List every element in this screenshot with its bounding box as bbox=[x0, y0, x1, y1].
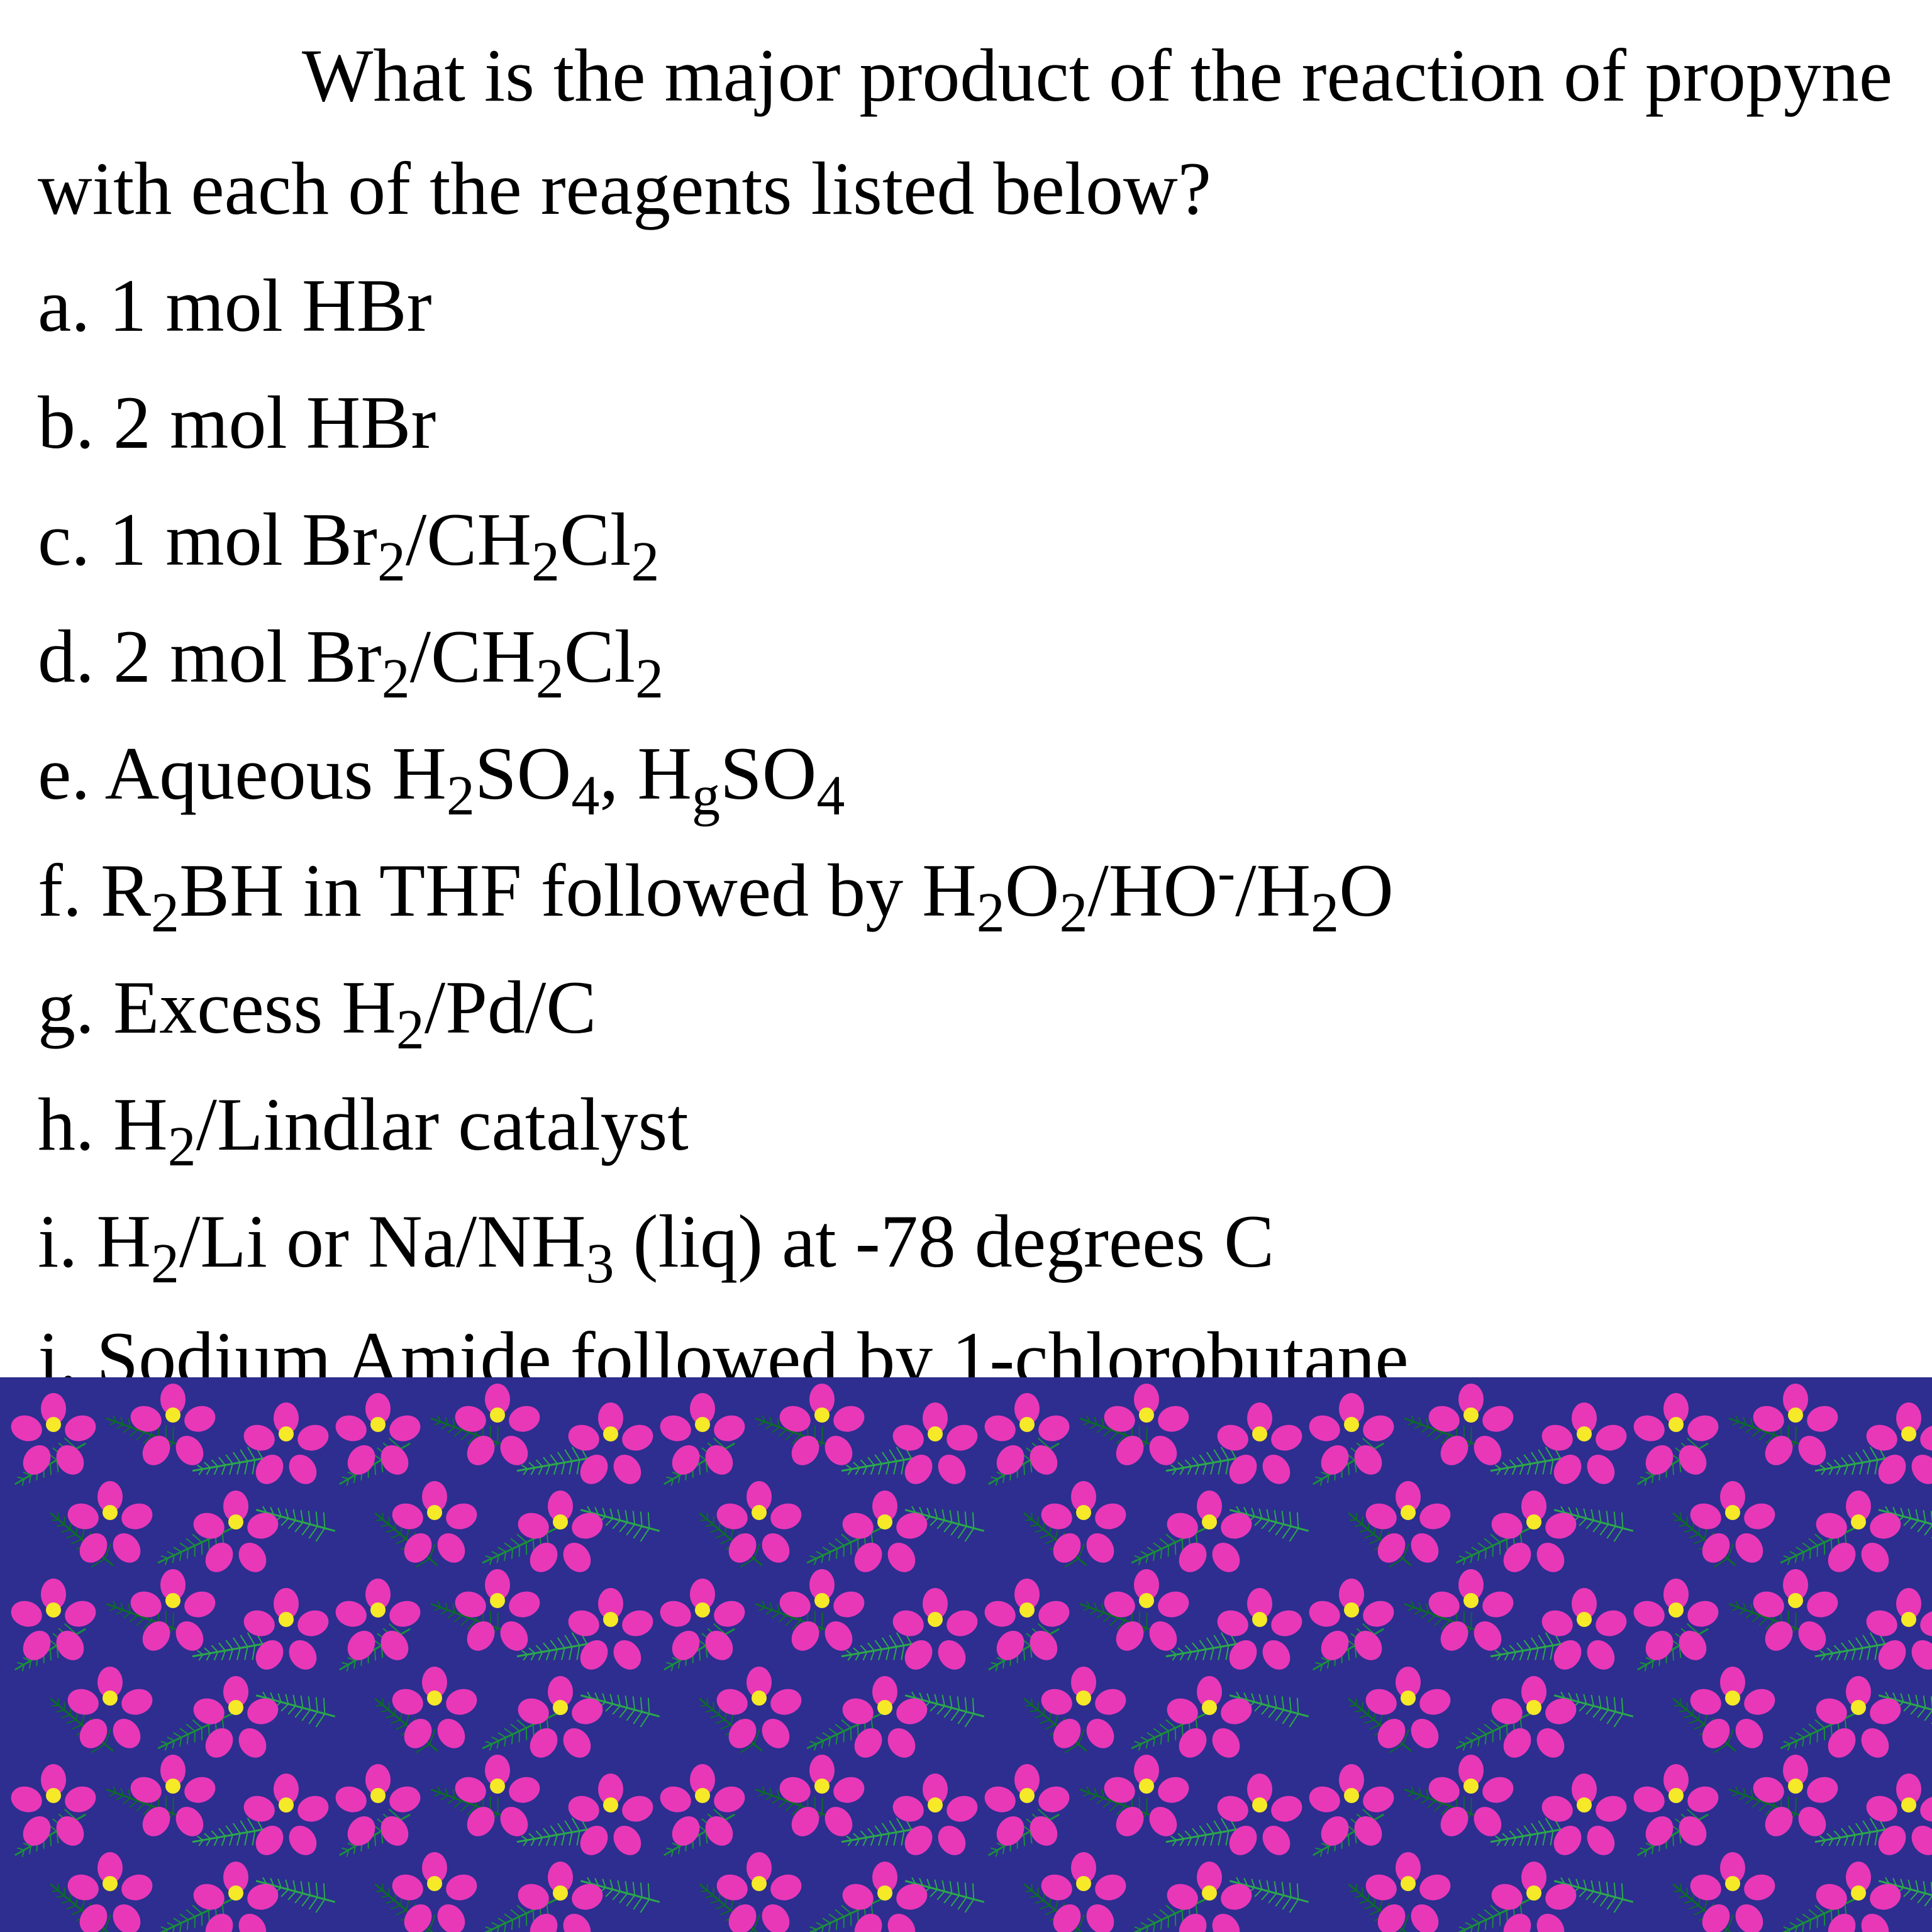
question-item: d. 2 mol Br2/CH2Cl2 bbox=[38, 600, 1894, 713]
question-item: g. Excess H2/Pd/C bbox=[38, 951, 1894, 1064]
question-item: e. Aqueous H2SO4, HgSO4 bbox=[38, 717, 1894, 830]
question-item: b. 2 mol HBr bbox=[38, 366, 1894, 479]
question-item: h. H2/Lindlar catalyst bbox=[38, 1068, 1894, 1181]
question-item: a. 1 mol HBr bbox=[38, 249, 1894, 362]
decorative-floral-pattern bbox=[0, 1377, 1932, 1932]
question-item: f. R2BH in THF followed by H2O2/HO-/H2O bbox=[38, 834, 1894, 947]
question-items: a. 1 mol HBrb. 2 mol HBrc. 1 mol Br2/CH2… bbox=[38, 249, 1894, 1415]
question-text-block: What is the major product of the reactio… bbox=[0, 0, 1932, 1440]
question-item: i. H2/Li or Na/NH3 (liq) at -78 degrees … bbox=[38, 1185, 1894, 1298]
question-item: c. 1 mol Br2/CH2Cl2 bbox=[38, 483, 1894, 596]
question-intro: What is the major product of the reactio… bbox=[38, 19, 1894, 245]
